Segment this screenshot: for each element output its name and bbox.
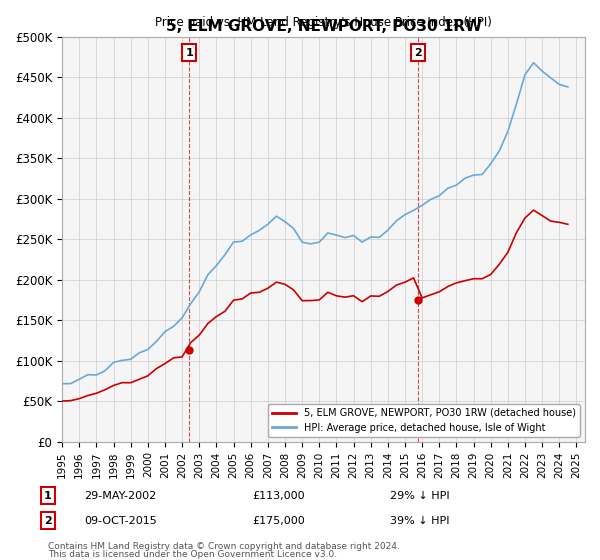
Title: 5, ELM GROVE, NEWPORT, PO30 1RW: 5, ELM GROVE, NEWPORT, PO30 1RW [166,19,482,34]
Text: 39% ↓ HPI: 39% ↓ HPI [390,516,449,526]
Text: This data is licensed under the Open Government Licence v3.0.: This data is licensed under the Open Gov… [48,550,337,559]
Text: 29-MAY-2002: 29-MAY-2002 [84,491,156,501]
Text: 09-OCT-2015: 09-OCT-2015 [84,516,157,526]
Text: 1: 1 [185,48,193,58]
Text: 1: 1 [44,491,52,501]
Text: £113,000: £113,000 [252,491,305,501]
Legend: 5, ELM GROVE, NEWPORT, PO30 1RW (detached house), HPI: Average price, detached h: 5, ELM GROVE, NEWPORT, PO30 1RW (detache… [268,404,580,437]
Text: Price paid vs. HM Land Registry's House Price Index (HPI): Price paid vs. HM Land Registry's House … [155,16,492,29]
Text: 2: 2 [44,516,52,526]
Text: £175,000: £175,000 [252,516,305,526]
Text: 29% ↓ HPI: 29% ↓ HPI [390,491,449,501]
Text: Contains HM Land Registry data © Crown copyright and database right 2024.: Contains HM Land Registry data © Crown c… [48,542,400,551]
Text: 2: 2 [415,48,422,58]
